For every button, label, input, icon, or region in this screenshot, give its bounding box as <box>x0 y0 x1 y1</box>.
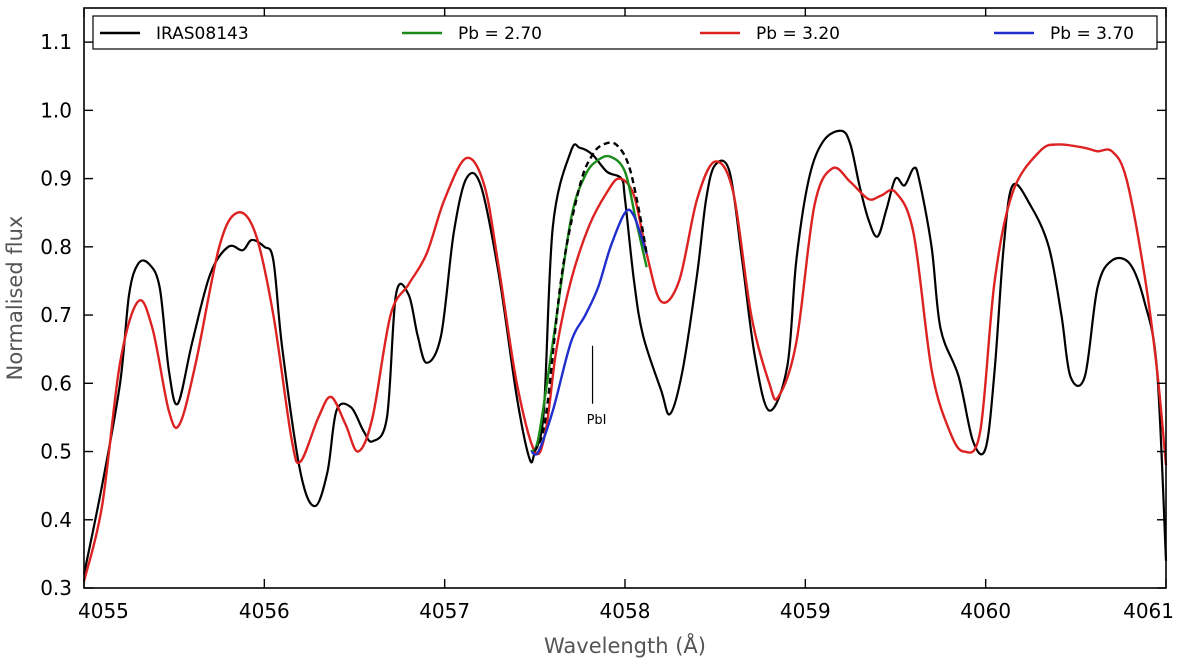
x-tick-label: 4061 <box>1123 599 1174 623</box>
series-line-pb-3-20 <box>82 143 1168 582</box>
x-tick-label: 4060 <box>960 599 1011 623</box>
legend-label: IRAS08143 <box>156 24 249 44</box>
y-tick-label: 0.5 <box>40 440 72 464</box>
plot-area <box>84 8 1166 588</box>
x-tick-label: 4057 <box>419 599 470 623</box>
y-tick-label: 0.8 <box>40 235 72 259</box>
x-tick-label: 4058 <box>600 599 651 623</box>
annotation-layer: PbI <box>587 345 607 428</box>
y-tick-label: 0.9 <box>40 167 72 191</box>
x-tick-label: 4055 <box>78 599 129 623</box>
legend-label: Pb = 3.70 <box>1050 24 1134 44</box>
y-tick-label: 1.1 <box>40 30 72 54</box>
x-tick-label: 4056 <box>239 599 290 623</box>
legend-label: Pb = 3.20 <box>756 24 840 44</box>
y-tick-label: 0.7 <box>40 303 72 327</box>
y-tick-label: 1.0 <box>40 98 72 122</box>
y-tick-label: 0.6 <box>40 371 72 395</box>
series-line-iras08143 <box>82 129 1168 575</box>
pbi-annotation-label: PbI <box>587 413 607 428</box>
ticks-layer: 4055 4056 4057 4058 4059 4060 4061 0.3 0.4 0.5 0.6… <box>40 8 1174 623</box>
legend-box <box>92 15 1158 50</box>
y-tick-label: 0.4 <box>40 508 72 532</box>
legend: IRAS08143 Pb = 2.70 Pb = 3.20 Pb = 3.70 <box>92 15 1158 50</box>
legend-label: Pb = 2.70 <box>458 24 542 44</box>
x-axis-label: Wavelength (Å) <box>544 632 706 658</box>
series-line-pb-3-70 <box>530 208 648 456</box>
series-line-pb-2-70 <box>530 154 648 453</box>
series-line-model-dashed <box>533 141 648 452</box>
series-layer <box>82 129 1168 582</box>
plot-frame <box>83 7 1167 589</box>
x-tick-label: 4059 <box>780 599 831 623</box>
y-axis-label: Normalised flux <box>3 216 27 381</box>
y-tick-label: 0.3 <box>40 576 72 600</box>
